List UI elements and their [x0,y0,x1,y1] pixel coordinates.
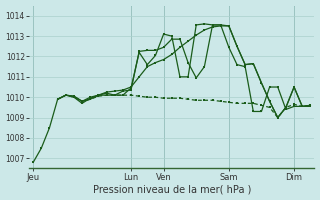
X-axis label: Pression niveau de la mer( hPa ): Pression niveau de la mer( hPa ) [92,184,251,194]
